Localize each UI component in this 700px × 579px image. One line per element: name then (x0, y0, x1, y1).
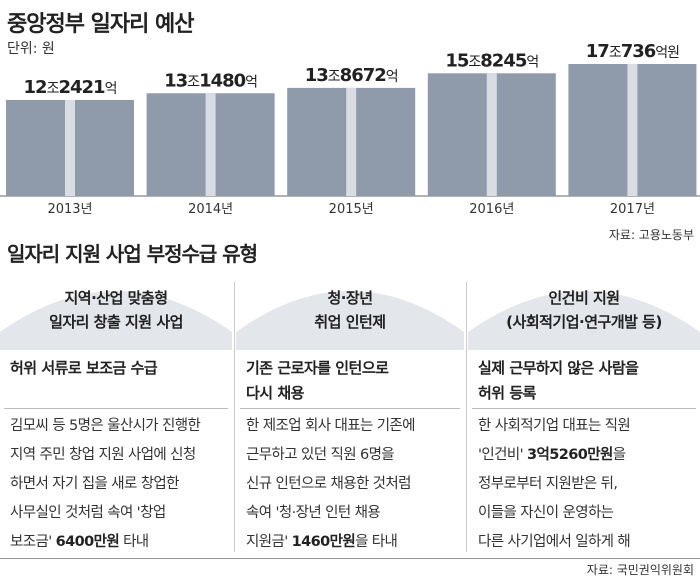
unit-label: 단위: 원 (7, 41, 55, 57)
body-text: 지원금' (246, 534, 292, 550)
header-arch-shape (468, 291, 700, 350)
bar-value-label-3: 15조8245억 (445, 50, 538, 71)
x-tick-label-4: 2017년 (610, 202, 655, 217)
body-text: 한 사회적기업 대표는 직원 (478, 418, 631, 434)
body-line: 속여 '청·장년 인턴 채용 (246, 499, 460, 528)
footer-source: 자료: 국민권익위원회 (586, 563, 694, 577)
column-header: 청·장년 취업 인턴제 (236, 272, 464, 350)
body-line: 사무실인 것처럼 속여 '창업 (10, 499, 228, 528)
body-text: 다른 사기업에서 일하게 해 (478, 534, 631, 550)
body-line: 정부로부터 지원받은 뒤, (478, 470, 696, 499)
body-text: 사무실인 것처럼 속여 '창업 (10, 505, 166, 521)
bar-value-label-4: 17조736억원 (586, 41, 679, 62)
bottom-rule (0, 558, 700, 559)
column-subtitle: 실제 근무하지 않은 사람을 허위 등록 (478, 359, 639, 402)
chart-source: 자료: 고용노동부 (608, 228, 694, 242)
bar-value-label-2: 13조8672억 (305, 65, 398, 86)
column-header-line2: (사회적기업·연구개발 등) (506, 313, 662, 331)
column-subtitle: 기존 근로자를 인턴으로 다시 채용 (246, 359, 389, 402)
fraud-type-column-labor-cost: 인건비 지원 (사회적기업·연구개발 등) 실제 근무하지 않은 사람을 허위 … (468, 272, 700, 558)
x-tick-label-0: 2013년 (47, 202, 92, 217)
bar-value-label-1: 13조1480억 (164, 70, 257, 91)
bar-stripe-1 (205, 93, 216, 196)
body-amount: 6400만원 (55, 534, 120, 550)
body-line: '인건비' 3억5260만원을 (478, 441, 696, 470)
body-line: 보조금' 6400만원 타내 (10, 528, 228, 557)
bar-stripe-0 (65, 100, 75, 196)
column-divider (240, 408, 460, 409)
column-header-line1: 청·장년 (327, 289, 373, 307)
body-text: 정부로부터 지원받은 뒤, (478, 476, 618, 492)
body-line: 신규 인턴으로 채용한 것처럼 (246, 470, 460, 499)
budget-bar-chart: 12조2421억 13조1480억 13조8672억 15조8245억 17조736억원… (0, 41, 700, 217)
body-text: 이들을 자신이 운영하는 (478, 505, 614, 521)
body-text: 한 제조업 회사 대표는 기존에 (246, 418, 416, 434)
column-header-line1: 인건비 지원 (548, 289, 620, 307)
bar-stripe-4 (627, 64, 638, 196)
column-header-line2: 일자리 창출 지원 사업 (49, 313, 183, 331)
x-tick-label-1: 2014년 (188, 202, 233, 217)
fraud-type-column-regional: 지역·산업 맞춤형 일자리 창출 지원 사업 허위 서류로 보조금 수급 김모씨… (0, 272, 232, 558)
column-header-line2: 취업 인턴제 (314, 313, 386, 331)
body-line: 한 사회적기업 대표는 직원 (478, 412, 696, 441)
column-subtitle: 허위 서류로 보조금 수급 (10, 359, 158, 377)
header-arch-shape (236, 291, 464, 350)
body-text: 타내 (119, 534, 149, 550)
body-text: 근무하고 있던 직원 6명을 (246, 447, 395, 463)
fraud-type-column-intern: 청·장년 취업 인턴제 기존 근로자를 인턴으로 다시 채용 한 제조업 회사 … (236, 272, 464, 558)
body-text: 속여 '청·장년 인턴 채용 (246, 505, 381, 521)
body-text: 지역 주민 창업 지원 사업에 신청 (10, 447, 196, 463)
body-text: 을 (612, 447, 626, 463)
bar-stripe-2 (346, 87, 357, 196)
column-header-line1: 지역·산업 맞춤형 (64, 289, 168, 307)
body-amount: 1460만원 (291, 534, 356, 550)
body-line: 지원금' 1460만원을 타내 (246, 528, 460, 557)
body-line: 근무하고 있던 직원 6명을 (246, 441, 460, 470)
column-header: 지역·산업 맞춤형 일자리 창출 지원 사업 (0, 272, 232, 350)
body-line: 다른 사기업에서 일하게 해 (478, 528, 696, 557)
body-text: 보조금' (10, 534, 56, 550)
bar-value-label-0: 12조2421억 (24, 77, 117, 98)
column-separator (466, 282, 467, 552)
body-text: 을 타내 (355, 534, 398, 550)
body-text: 하면서 자기 집을 새로 창업한 (10, 476, 180, 492)
body-line: 지역 주민 창업 지원 사업에 신청 (10, 441, 228, 470)
body-text: 김모씨 등 5명은 울산시가 진행한 (10, 418, 201, 434)
section-title: 일자리 지원 사업 부정수급 유형 (7, 242, 258, 266)
column-divider (472, 408, 696, 409)
chart-title: 중앙정부 일자리 예산 (7, 12, 194, 37)
x-tick-label-3: 2016년 (469, 202, 514, 217)
body-line: 한 제조업 회사 대표는 기존에 (246, 412, 460, 441)
body-line: 이들을 자신이 운영하는 (478, 499, 696, 528)
column-separator (234, 282, 235, 552)
bar-stripe-3 (486, 73, 497, 196)
column-divider (4, 408, 228, 409)
body-amount: 3억5260만원 (527, 447, 613, 463)
x-tick-label-2: 2015년 (329, 202, 374, 217)
column-header: 인건비 지원 (사회적기업·연구개발 등) (468, 272, 700, 350)
body-text: '인건비' (478, 447, 528, 463)
header-arch-shape (0, 291, 232, 350)
body-text: 신규 인턴으로 채용한 것처럼 (246, 476, 412, 492)
body-line: 하면서 자기 집을 새로 창업한 (10, 470, 228, 499)
body-line: 김모씨 등 5명은 울산시가 진행한 (10, 412, 228, 441)
